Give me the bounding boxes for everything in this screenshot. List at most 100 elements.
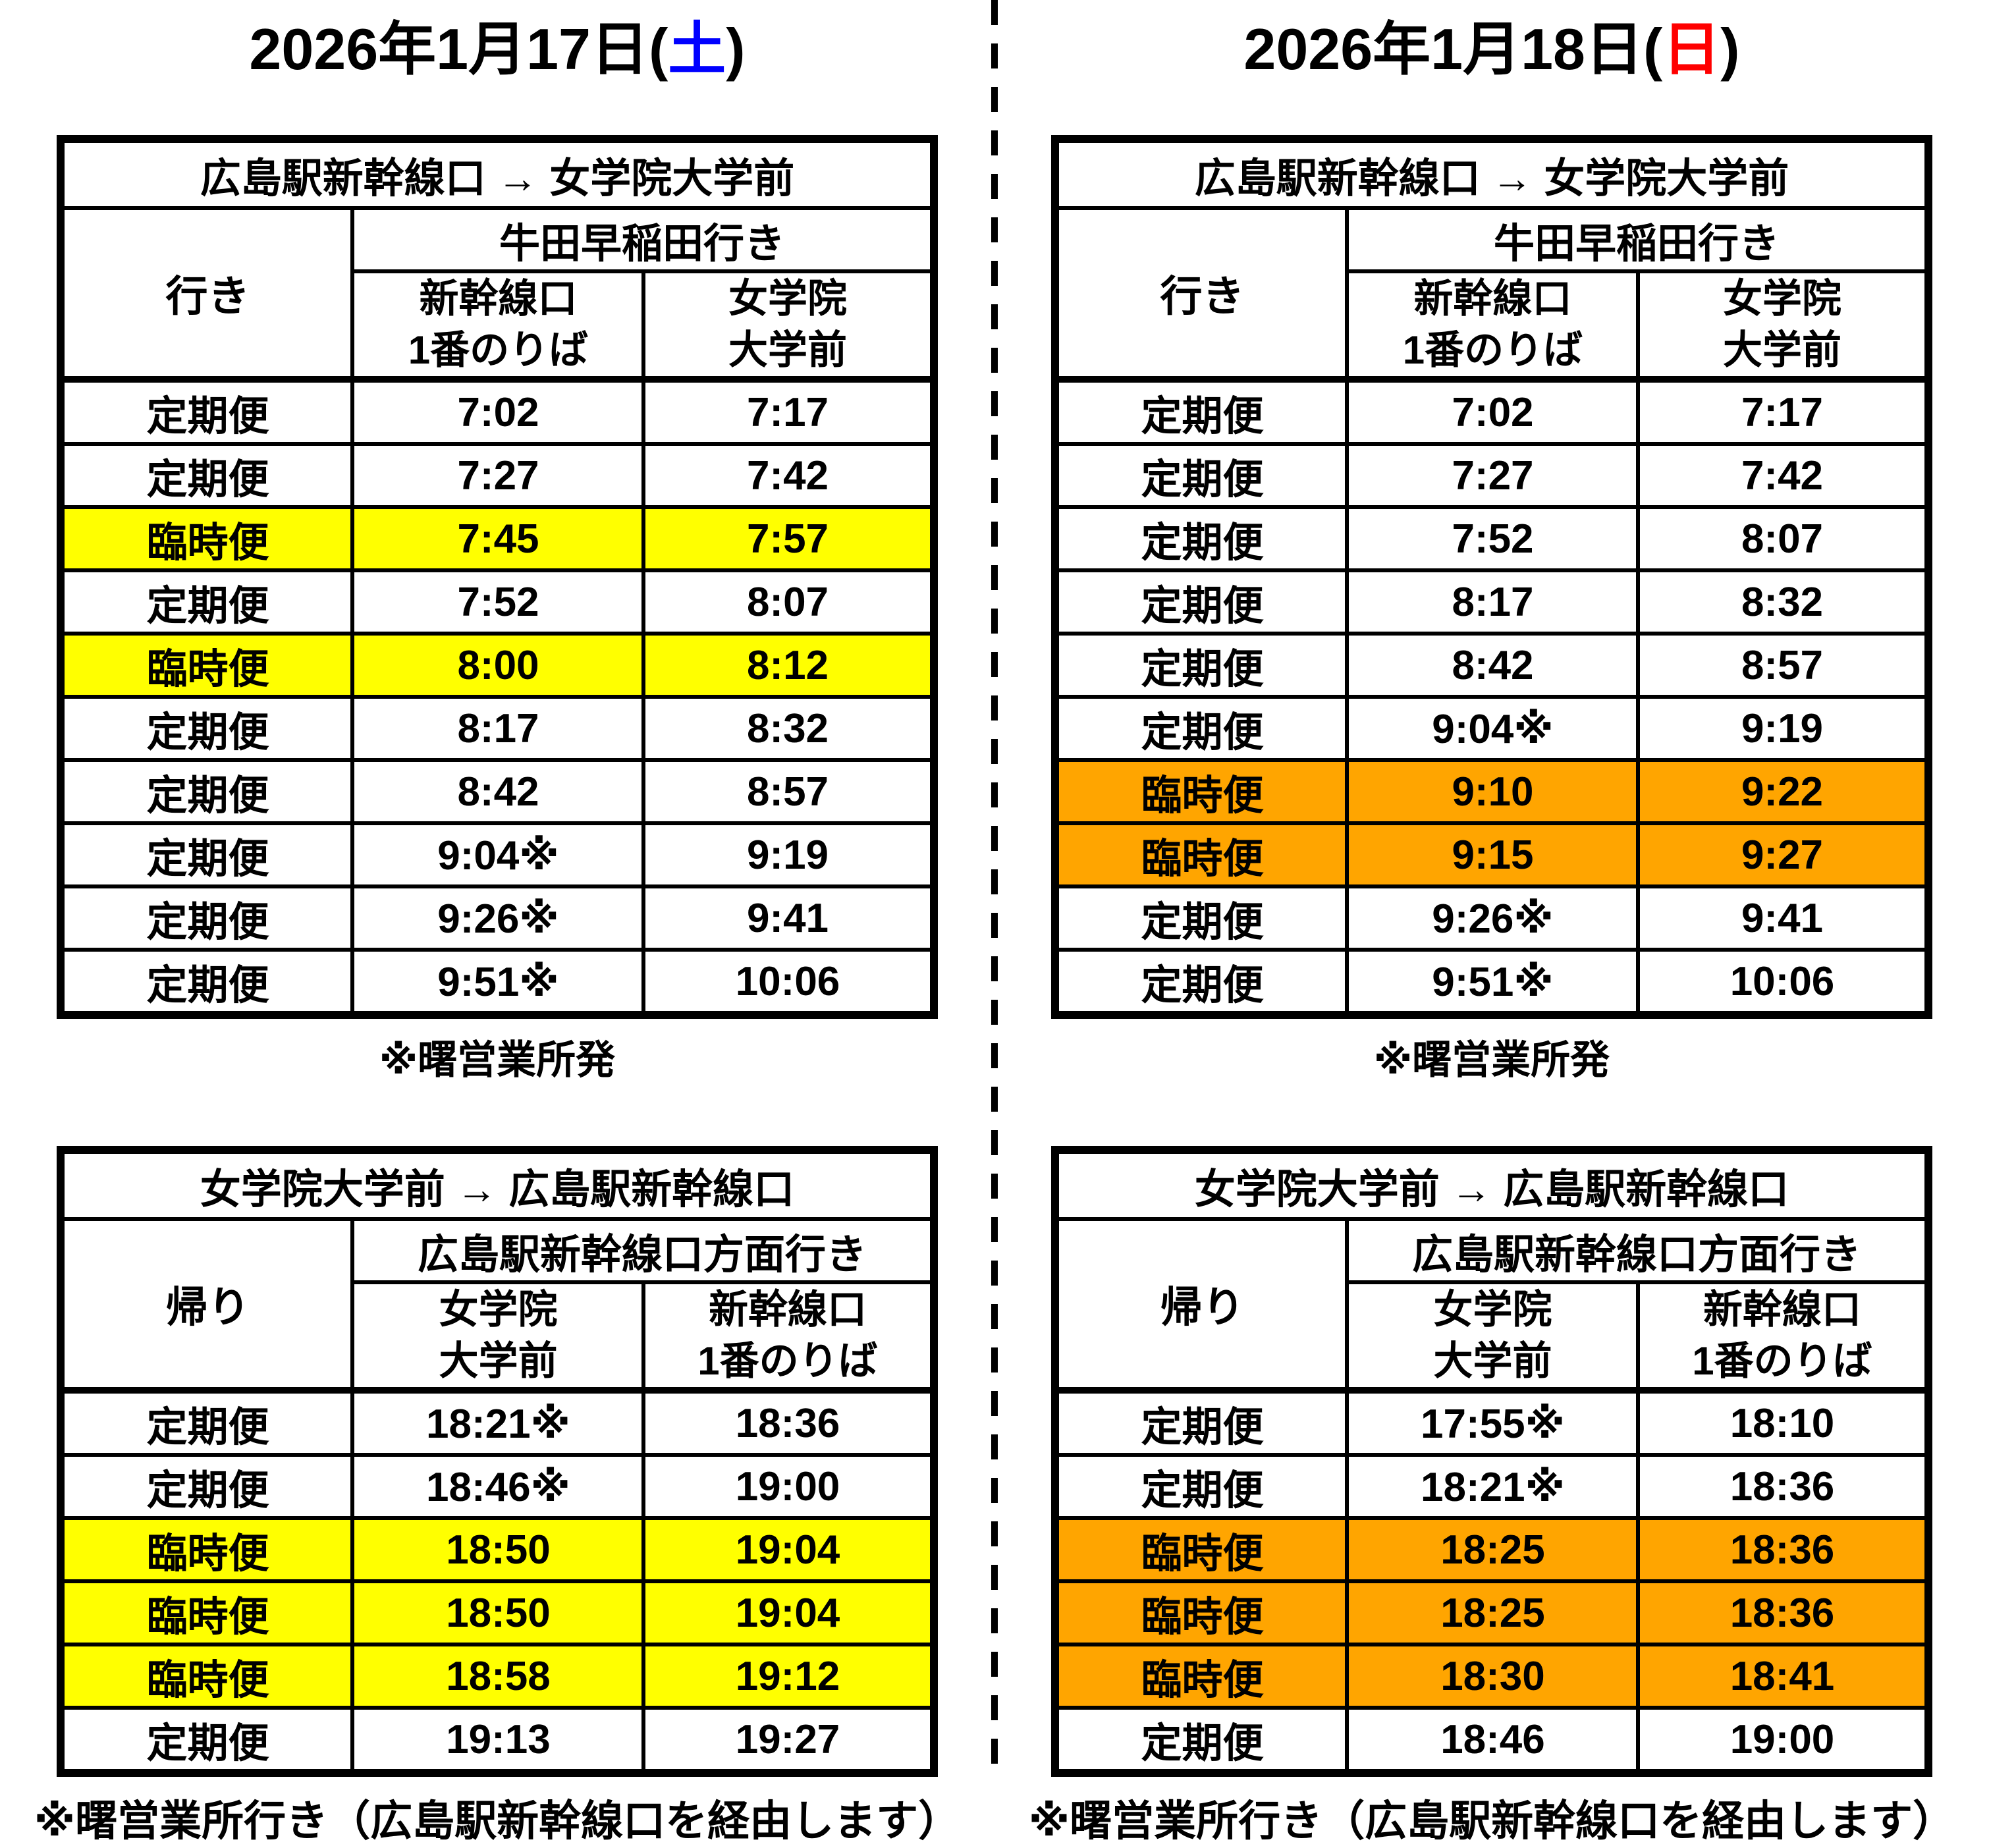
stop1-time-cell: 7:52 (350, 568, 646, 636)
stop2-header: 女学院 大学前 (1636, 269, 1930, 382)
stop2-time-cell: 19:00 (1636, 1706, 1930, 1776)
service-type-cell: 定期便 (1053, 442, 1349, 510)
title-day-of-week: 日 (1662, 16, 1721, 82)
saturday-panel: 2026年1月17日(土) 広島駅新幹線口 → 女学院大学前 行き 牛田早稲田行… (0, 0, 994, 1845)
trip-direction-label: 行き (1053, 206, 1349, 382)
sunday-evening-timetable: 女学院大学前 → 広島駅新幹線口 帰り 広島駅新幹線口方面行き 女学院 大学前 新… (1051, 1146, 1932, 1778)
stop2-time-cell: 10:06 (641, 948, 936, 1018)
stop-name-line: 女学院 (1433, 1288, 1552, 1332)
stop2-time-cell: 18:36 (1636, 1579, 1930, 1647)
saturday-page-title: 2026年1月17日(土) (249, 16, 745, 82)
stop2-time-cell: 18:36 (641, 1387, 936, 1457)
trip-direction-label: 帰り (1053, 1217, 1349, 1393)
sunday-evening-note: ※曙営業所行き（広島駅新幹線口を経由します） (1028, 1797, 1955, 1845)
stop1-time-cell: 7:02 (1345, 376, 1641, 447)
stop2-header: 女学院 大学前 (641, 269, 936, 382)
saturday-evening-timetable: 女学院大学前 → 広島駅新幹線口 帰り 広島駅新幹線口方面行き 女学院 大学前 新… (57, 1146, 938, 1778)
stop1-time-cell: 18:21※ (1345, 1453, 1641, 1521)
timetable-row: 定期便 8:17 8:32 (1053, 568, 1930, 636)
route-header-row: 広島駅新幹線口 → 女学院大学前 (59, 137, 936, 211)
service-type-cell: 臨時便 (1053, 1643, 1349, 1710)
timetable-row: 定期便 8:42 8:57 (1053, 632, 1930, 699)
service-type-cell: 臨時便 (1053, 821, 1349, 889)
stop1-time-cell: 8:00 (350, 632, 646, 699)
timetable-row: 臨時便 18:30 18:41 (1053, 1643, 1930, 1710)
service-type-cell: 定期便 (59, 948, 355, 1018)
stop1-time-cell: 7:52 (1345, 505, 1641, 573)
timetable-row: 定期便 8:42 8:57 (59, 758, 936, 826)
stop-name-line: 1番のりば (1402, 328, 1583, 373)
stop2-time-cell: 8:12 (641, 632, 936, 699)
timetable-row: 定期便 9:51※ 10:06 (1053, 948, 1930, 1018)
stop1-header: 新幹線口 1番のりば (350, 269, 646, 382)
stop2-time-cell: 9:41 (1636, 884, 1930, 952)
stops-header-row: 女学院 大学前 新幹線口 1番のりば (1055, 1280, 1930, 1393)
service-type-cell: 臨時便 (1053, 758, 1349, 826)
title-paren-close: ) (1720, 16, 1740, 82)
sunday-morning-timetable: 広島駅新幹線口 → 女学院大学前 行き 牛田早稲田行き 新幹線口 1番のりば 女学… (1051, 135, 1932, 1019)
service-type-cell: 定期便 (59, 376, 355, 447)
service-type-cell: 定期便 (1053, 884, 1349, 952)
service-type-cell: 定期便 (59, 568, 355, 636)
route-header: 広島駅新幹線口 → 女学院大学前 (59, 137, 936, 211)
timetable-row: 定期便 9:04※ 9:19 (59, 821, 936, 889)
stop2-header: 新幹線口 1番のりば (641, 1280, 936, 1393)
stop1-time-cell: 8:42 (1345, 632, 1641, 699)
stop2-time-cell: 19:27 (641, 1706, 936, 1776)
stop1-time-cell: 7:27 (350, 442, 646, 510)
stop-name-line: 女学院 (728, 277, 847, 321)
stop2-time-cell: 19:12 (641, 1643, 936, 1710)
bound-header-row: 帰り 広島駅新幹線口方面行き (59, 1217, 936, 1393)
stop2-time-cell: 8:07 (1636, 505, 1930, 573)
stops-header-row: 新幹線口 1番のりば 女学院 大学前 (61, 269, 936, 382)
stop1-time-cell: 7:02 (350, 376, 646, 447)
bound-header-row: 帰り 広島駅新幹線口方面行き (1053, 1217, 1930, 1393)
bound-header: 牛田早稲田行き (1345, 206, 1930, 274)
timetable-row: 定期便 7:27 7:42 (59, 442, 936, 510)
stop1-time-cell: 9:10 (1345, 758, 1641, 826)
stop2-time-cell: 7:17 (641, 376, 936, 447)
service-type-cell: 定期便 (59, 884, 355, 952)
stop1-time-cell: 18:21※ (350, 1387, 646, 1457)
stop1-time-cell: 7:27 (1345, 442, 1641, 510)
stop1-time-cell: 9:04※ (1345, 695, 1641, 763)
stop1-time-cell: 9:15 (1345, 821, 1641, 889)
stop1-time-cell: 9:51※ (1345, 948, 1641, 1018)
bound-header: 広島駅新幹線口方面行き (1345, 1217, 1930, 1285)
service-type-cell: 定期便 (1053, 632, 1349, 699)
service-type-cell: 定期便 (1053, 1453, 1349, 1521)
stop1-time-cell: 9:26※ (350, 884, 646, 952)
stop1-time-cell: 18:50 (350, 1516, 646, 1584)
service-type-cell: 臨時便 (59, 632, 355, 699)
route-header: 広島駅新幹線口 → 女学院大学前 (1053, 137, 1930, 211)
stop1-header: 新幹線口 1番のりば (1345, 269, 1641, 382)
route-header-row: 広島駅新幹線口 → 女学院大学前 (1053, 137, 1930, 211)
stop2-time-cell: 7:42 (641, 442, 936, 510)
timetable-row: 定期便 19:13 19:27 (59, 1706, 936, 1776)
title-date-text: 2026年1月17日( (249, 16, 668, 82)
stops-header-row: 新幹線口 1番のりば 女学院 大学前 (1055, 269, 1930, 382)
timetable-row: 定期便 9:26※ 9:41 (1053, 884, 1930, 952)
timetable-row: 定期便 7:02 7:17 (1053, 376, 1930, 447)
timetable-row: 定期便 18:21※ 18:36 (1053, 1453, 1930, 1521)
stop-name-line: 1番のりば (408, 328, 589, 373)
service-type-cell: 定期便 (59, 1453, 355, 1521)
bound-header: 広島駅新幹線口方面行き (350, 1217, 936, 1285)
stop1-time-cell: 18:25 (1345, 1579, 1641, 1647)
timetable-row: 定期便 7:02 7:17 (59, 376, 936, 447)
timetable-row: 臨時便 18:50 19:04 (59, 1579, 936, 1647)
stop2-time-cell: 9:22 (1636, 758, 1930, 826)
route-header: 女学院大学前 → 広島駅新幹線口 (1053, 1148, 1930, 1222)
stop1-time-cell: 8:42 (350, 758, 646, 826)
timetable-row: 定期便 17:55※ 18:10 (1053, 1387, 1930, 1457)
timetable-row: 臨時便 18:25 18:36 (1053, 1579, 1930, 1647)
route-header-row: 女学院大学前 → 広島駅新幹線口 (1053, 1148, 1930, 1222)
service-type-cell: 定期便 (59, 758, 355, 826)
stop2-time-cell: 18:36 (1636, 1516, 1930, 1584)
stop1-time-cell: 19:13 (350, 1706, 646, 1776)
service-type-cell: 定期便 (1053, 1387, 1349, 1457)
title-paren-close: ) (726, 16, 746, 82)
service-type-cell: 定期便 (59, 695, 355, 763)
timetable-row: 定期便 7:52 8:07 (59, 568, 936, 636)
trip-direction-label: 帰り (59, 1217, 355, 1393)
